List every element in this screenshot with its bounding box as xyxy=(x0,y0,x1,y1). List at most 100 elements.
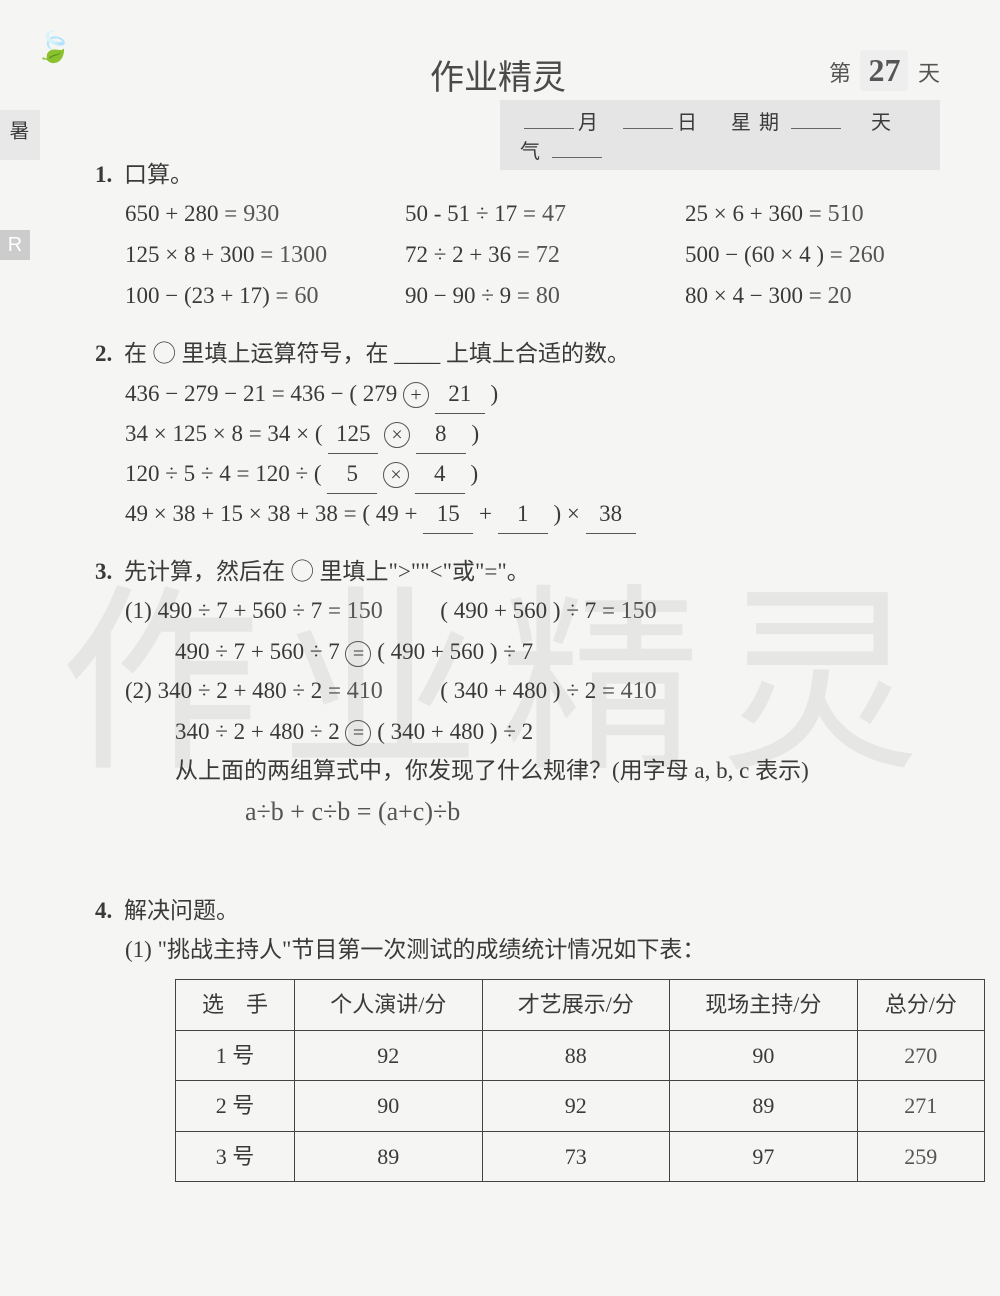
q2-l3-op: × xyxy=(383,462,409,488)
table-header: 个人演讲/分 xyxy=(295,980,483,1030)
day-suffix: 天 xyxy=(918,61,940,86)
q1-answer: 60 xyxy=(288,283,318,309)
sidebar-tab: 暑假作业本 xyxy=(0,110,40,160)
r-tab: R xyxy=(0,230,30,260)
page-title: 作业精灵 xyxy=(430,50,566,99)
table-cell: 92 xyxy=(482,1081,670,1131)
q1-answer: 1300 xyxy=(273,242,327,268)
q2-l4-mid: + xyxy=(479,501,492,526)
q3-p1b-ans: 150 xyxy=(621,598,657,624)
table-cell: 1 号 xyxy=(176,1030,295,1080)
q2-l2-post: ) xyxy=(472,421,480,446)
q1-cell: 25 × 6 + 360 = 510 xyxy=(685,194,965,235)
table-cell: 2 号 xyxy=(176,1081,295,1131)
table-row: 2 号909289271 xyxy=(176,1081,985,1131)
q1-expr: 80 × 4 − 300 = xyxy=(685,283,822,308)
q1-number: 1. xyxy=(95,162,112,187)
table-cell: 270 xyxy=(857,1030,984,1080)
table-row: 3 号897397259 xyxy=(176,1131,985,1181)
q3-title: 先计算，然后在 ◯ 里填上">""<"或"="。 xyxy=(124,559,530,584)
q2-l2-pre: 34 × 125 × 8 = 34 × ( xyxy=(125,421,323,446)
q1-cell: 500 − (60 × 4 ) = 260 xyxy=(685,235,965,276)
table-cell: 88 xyxy=(482,1030,670,1080)
q1-cell: 650 + 280 = 930 xyxy=(125,194,405,235)
q3-discovery-ans: a÷b + c÷b = (a+c)÷b xyxy=(245,790,965,834)
q1-cell: 125 × 8 + 300 = 1300 xyxy=(125,235,405,276)
q1-expr: 50 - 51 ÷ 17 = xyxy=(405,201,536,226)
q1-answer: 20 xyxy=(822,283,852,309)
q2-l2-op: × xyxy=(384,422,410,448)
table-cell: 271 xyxy=(857,1081,984,1131)
day-badge: 第 27 天 xyxy=(829,50,940,91)
question-2: 2. 在 ◯ 里填上运算符号，在 ____ 上填上合适的数。 436 − 279… xyxy=(95,334,965,533)
q1-cell: 90 − 90 ÷ 9 = 80 xyxy=(405,276,685,317)
q1-answer: 72 xyxy=(530,242,560,268)
day-prefix: 第 xyxy=(829,61,851,86)
table-cell: 73 xyxy=(482,1131,670,1181)
q1-answer: 80 xyxy=(530,283,560,309)
table-cell: 92 xyxy=(295,1030,483,1080)
q1-expr: 25 × 6 + 360 = xyxy=(685,201,822,226)
question-3: 3. 先计算，然后在 ◯ 里填上">""<"或"="。 (1) 490 ÷ 7 … xyxy=(95,552,965,834)
q1-answer: 260 xyxy=(843,242,885,268)
q2-l1-op: + xyxy=(403,382,429,408)
q3-p1a-ans: 150 xyxy=(347,598,383,624)
q2-l3-post: ) xyxy=(471,461,479,486)
q2-l3-b1: 5 xyxy=(327,454,377,494)
leaf-decoration: 🍃 xyxy=(35,30,72,65)
q2-l4-b2: 1 xyxy=(498,494,548,534)
weekday-label: 星期 xyxy=(731,112,787,134)
table-cell: 89 xyxy=(295,1131,483,1181)
table-cell: 97 xyxy=(670,1131,858,1181)
q2-title: 在 ◯ 里填上运算符号，在 ____ 上填上合适的数。 xyxy=(124,341,630,366)
table-header: 总分/分 xyxy=(857,980,984,1030)
q1-expr: 100 − (23 + 17) = xyxy=(125,283,288,308)
q3-p2-cmp-op: = xyxy=(345,720,371,746)
q2-l4-b3: 38 xyxy=(586,494,636,534)
table-cell: 90 xyxy=(670,1030,858,1080)
table-cell: 90 xyxy=(295,1081,483,1131)
q3-p1-label: (1) xyxy=(125,598,152,623)
q1-answer: 510 xyxy=(822,201,864,227)
month-label: 月 xyxy=(578,112,606,134)
q3-p1-cmp-l: 490 ÷ 7 + 560 ÷ 7 xyxy=(175,639,340,664)
q2-l4-pre: 49 × 38 + 15 × 38 + 38 = ( 49 + xyxy=(125,501,418,526)
q3-p2b-ans: 410 xyxy=(621,678,657,704)
q2-number: 2. xyxy=(95,341,112,366)
q3-p2a-ans: 410 xyxy=(347,678,383,704)
question-4: 4. 解决问题。 (1) "挑战主持人"节目第一次测试的成绩统计情况如下表： 选… xyxy=(95,891,965,1182)
table-header: 才艺展示/分 xyxy=(482,980,670,1030)
table-cell: 259 xyxy=(857,1131,984,1181)
q1-answer: 930 xyxy=(237,201,279,227)
table-header: 选 手 xyxy=(176,980,295,1030)
q2-l3-b2: 4 xyxy=(415,454,465,494)
q3-p1-cmp-r: ( 490 + 560 ) ÷ 7 xyxy=(377,639,533,664)
q2-l3-pre: 120 ÷ 5 ÷ 4 = 120 ÷ ( xyxy=(125,461,322,486)
q4-title: 解决问题。 xyxy=(124,898,239,923)
q1-cell: 72 ÷ 2 + 36 = 72 xyxy=(405,235,685,276)
q3-p1a-expr: 490 ÷ 7 + 560 ÷ 7 = xyxy=(158,598,341,623)
q1-title: 口算。 xyxy=(124,162,193,187)
q3-p2-cmp-r: ( 340 + 480 ) ÷ 2 xyxy=(377,719,533,744)
table-header: 现场主持/分 xyxy=(670,980,858,1030)
day-label: 日 xyxy=(677,112,705,134)
q1-expr: 125 × 8 + 300 = xyxy=(125,242,273,267)
q3-p2b-expr: ( 340 + 480 ) ÷ 2 = xyxy=(440,678,615,703)
q3-p1b-expr: ( 490 + 560 ) ÷ 7 = xyxy=(440,598,615,623)
q3-p2-label: (2) xyxy=(125,678,152,703)
q4-number: 4. xyxy=(95,898,112,923)
q1-expr: 90 − 90 ÷ 9 = xyxy=(405,283,530,308)
q1-cell: 50 - 51 ÷ 17 = 47 xyxy=(405,194,685,235)
q2-l1-blank: 21 xyxy=(435,374,485,414)
q3-number: 3. xyxy=(95,559,112,584)
q1-expr: 650 + 280 = xyxy=(125,201,237,226)
question-1: 1. 口算。 650 + 280 = 93050 - 51 ÷ 17 = 472… xyxy=(95,155,965,316)
q1-cell: 100 − (23 + 17) = 60 xyxy=(125,276,405,317)
table-row: 1 号928890270 xyxy=(176,1030,985,1080)
q3-p2a-expr: 340 ÷ 2 + 480 ÷ 2 = xyxy=(158,678,341,703)
score-table: 选 手个人演讲/分才艺展示/分现场主持/分总分/分 1 号9288902702 … xyxy=(175,979,985,1182)
q2-l1-pre: 436 − 279 − 21 = 436 − ( 279 xyxy=(125,381,397,406)
day-number: 27 xyxy=(860,50,908,91)
q1-expr: 500 − (60 × 4 ) = xyxy=(685,242,843,267)
q2-l4-post: ) × xyxy=(553,501,579,526)
